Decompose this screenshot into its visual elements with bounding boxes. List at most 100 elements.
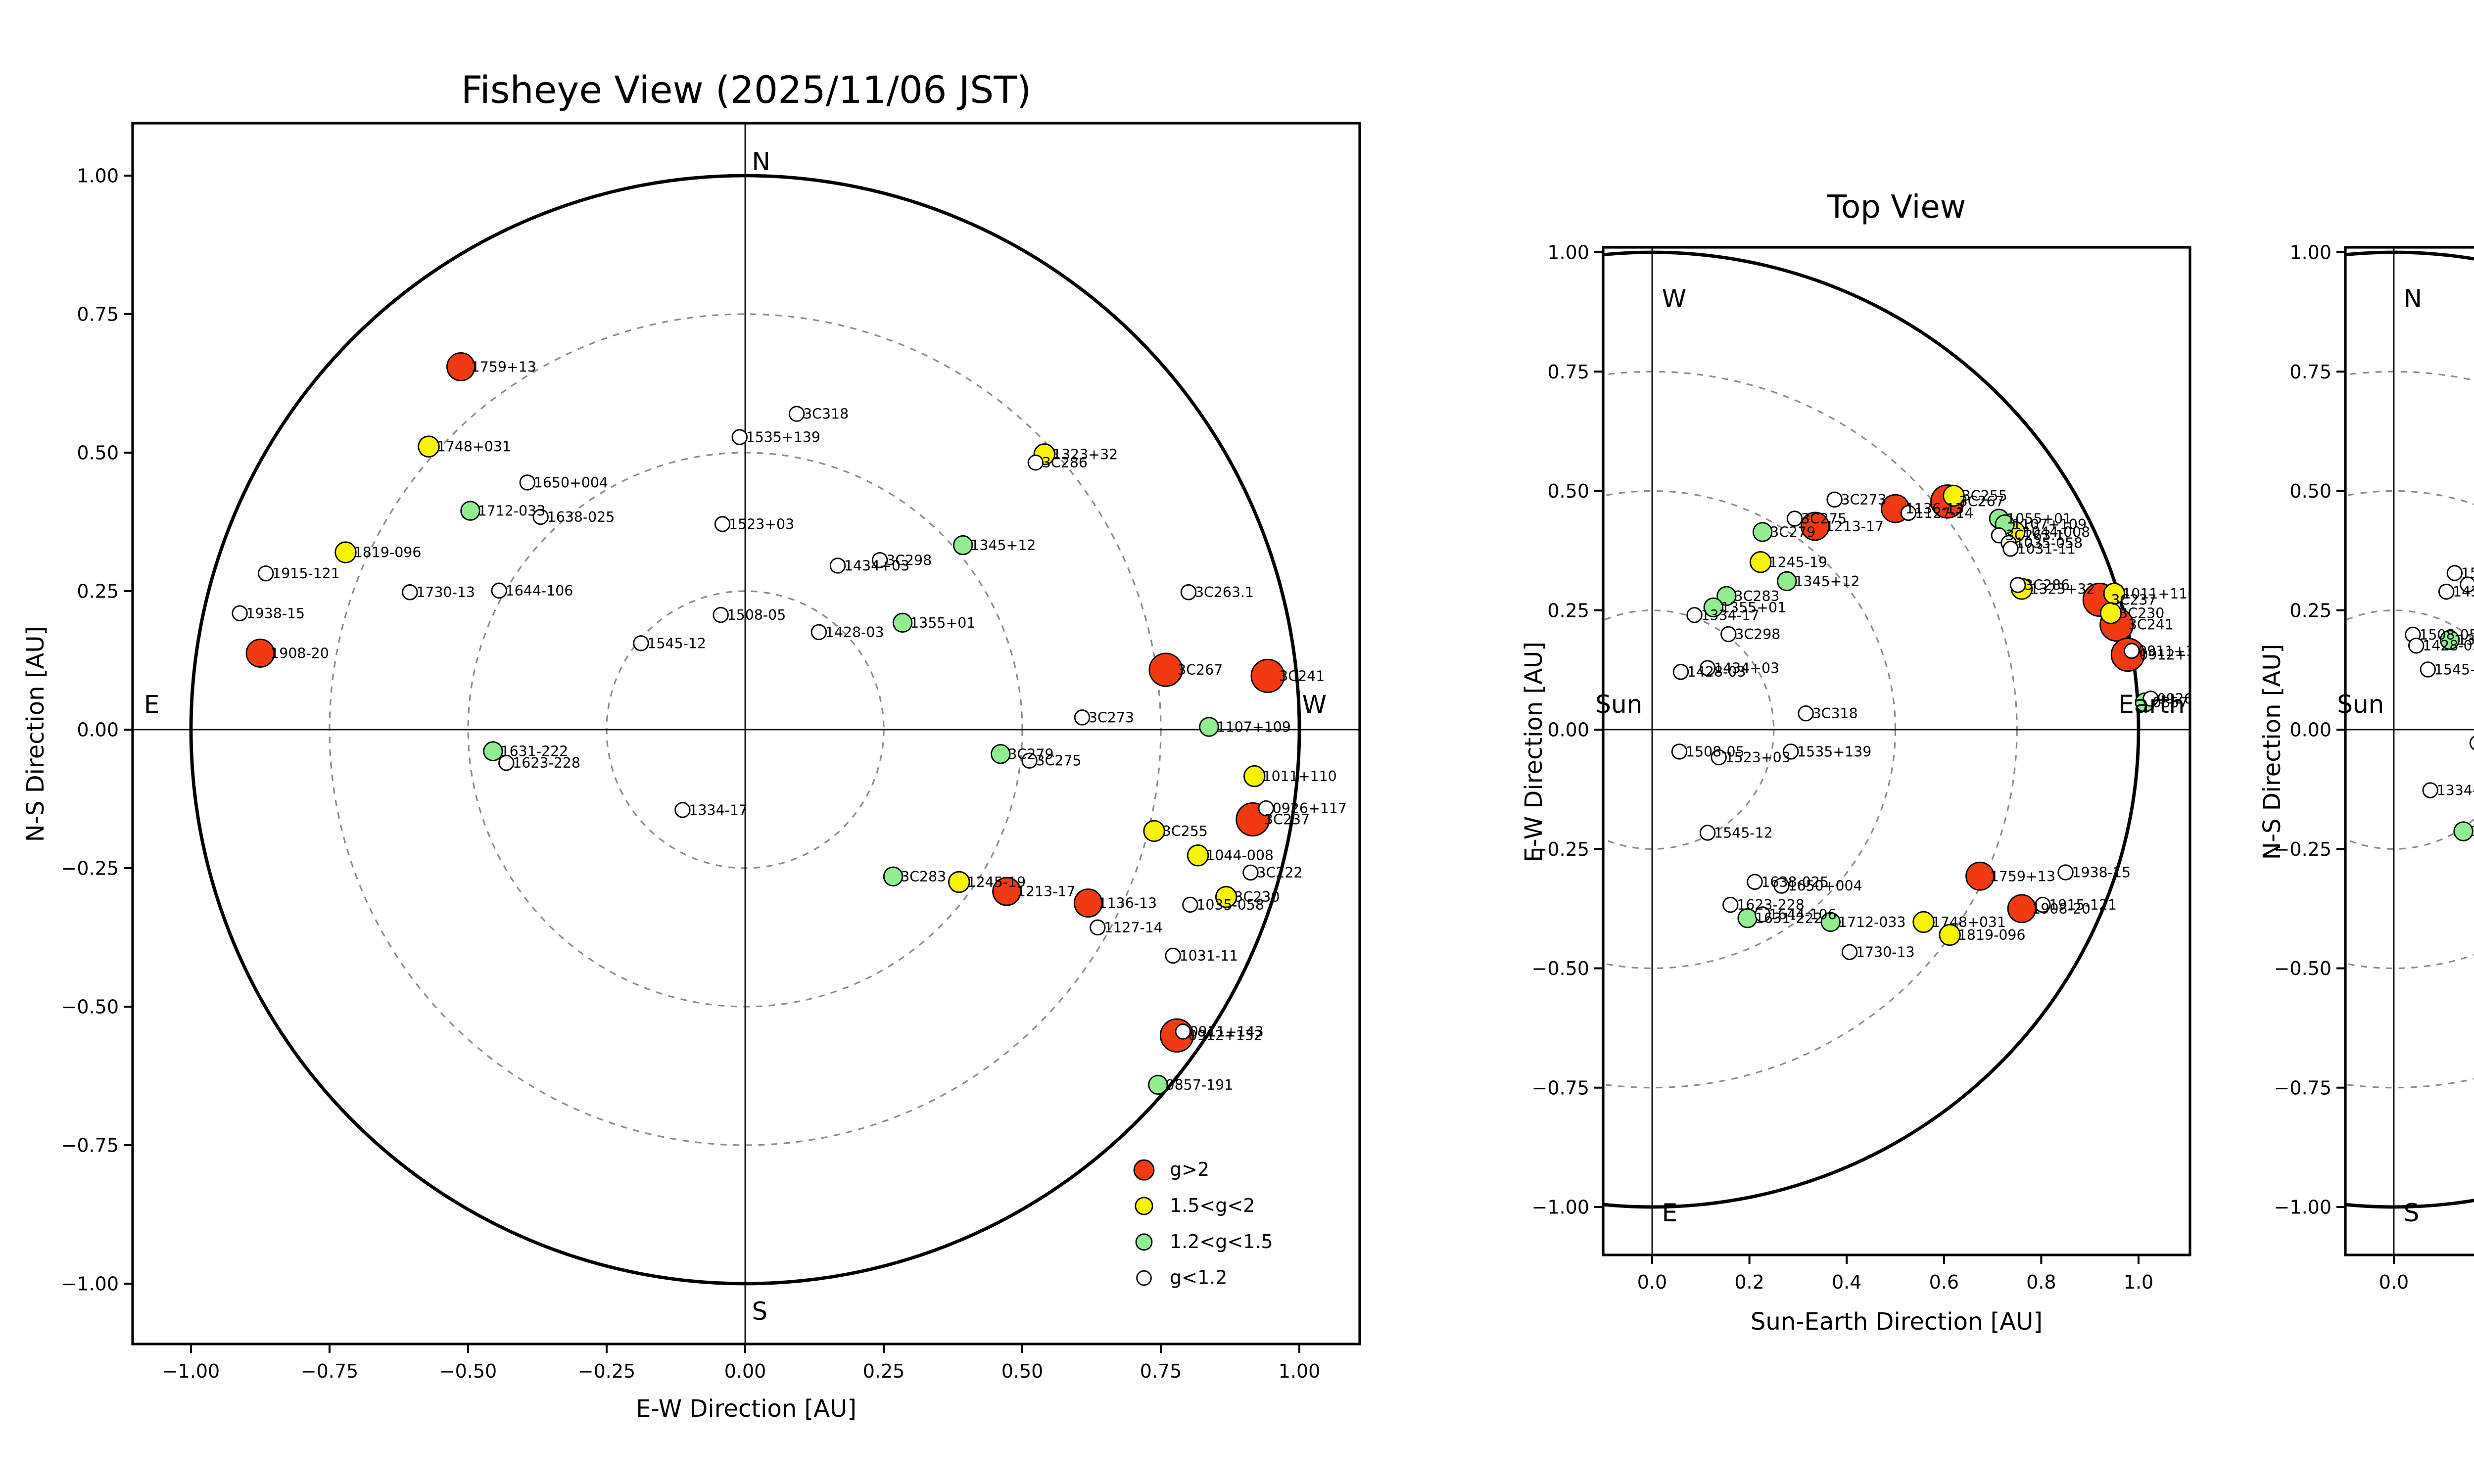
chart-title-top: Top View bbox=[1827, 189, 1966, 226]
point-label: 0857-191 bbox=[1166, 1077, 1234, 1093]
data-point-1759+13 bbox=[1965, 861, 1995, 891]
data-point-3C263.1 bbox=[1180, 584, 1197, 601]
data-point-1434+03 bbox=[1699, 660, 1716, 676]
point-label: 1345+12 bbox=[1794, 573, 1859, 590]
data-point-0926+117 bbox=[1258, 800, 1275, 817]
point-label: 0926+117 bbox=[2157, 691, 2232, 707]
legend-marker-white bbox=[1136, 1270, 1152, 1286]
data-point-0911+143 bbox=[1175, 1023, 1191, 1040]
cardinal-label-N: N bbox=[752, 147, 770, 176]
point-label: 1908-20 bbox=[270, 645, 329, 661]
point-label: 3C237 bbox=[1264, 811, 1310, 828]
point-label: 3C283 bbox=[2471, 824, 2474, 840]
y-tick-label: 1.00 bbox=[1547, 242, 1589, 264]
data-point-1523+03 bbox=[2446, 565, 2463, 581]
point-label: 1644-106 bbox=[1769, 906, 1837, 923]
data-point-1245-19 bbox=[1750, 551, 1772, 573]
point-label: 1508-05 bbox=[2419, 627, 2474, 643]
x-tick-label: 0.75 bbox=[1140, 1360, 1182, 1382]
point-label: 1428-03 bbox=[825, 624, 884, 641]
x-tick-label: 0.50 bbox=[1001, 1360, 1044, 1382]
x-tick-label: 0.6 bbox=[1929, 1271, 1959, 1293]
x-tick-label: −0.75 bbox=[301, 1360, 358, 1382]
y-axis-label: E-W Direction [AU] bbox=[1520, 642, 1548, 862]
data-point-3C230 bbox=[2099, 602, 2122, 624]
data-point-1345+12 bbox=[952, 535, 973, 556]
data-point-3C298 bbox=[871, 552, 888, 568]
data-point-0911+143 bbox=[2124, 643, 2140, 659]
data-point-3C255 bbox=[1143, 820, 1165, 842]
point-label: 1915-121 bbox=[2049, 897, 2117, 913]
point-label: 1127-14 bbox=[1915, 505, 1974, 521]
point-label: 1107+109 bbox=[2012, 516, 2087, 533]
point-label: 3C230 bbox=[2119, 605, 2164, 622]
y-tick-label: 1.00 bbox=[2289, 242, 2331, 264]
point-label: 1127-14 bbox=[1104, 920, 1163, 936]
point-label: 3C318 bbox=[1812, 705, 1858, 722]
data-point-1712-033 bbox=[460, 501, 480, 521]
point-label: 1819-096 bbox=[1958, 927, 2026, 943]
legend-marker-red bbox=[1133, 1159, 1155, 1181]
x-tick-label: 0.25 bbox=[863, 1360, 905, 1382]
data-point-1545-12 bbox=[2420, 661, 2436, 678]
data-point-3C255 bbox=[1943, 484, 1965, 507]
data-point-1213-17 bbox=[992, 877, 1022, 906]
x-tick-label: 0.2 bbox=[1734, 1271, 1764, 1293]
point-label: 3C255 bbox=[1162, 823, 1208, 839]
data-point-3C298 bbox=[1720, 626, 1737, 643]
data-point-1213-17 bbox=[1800, 511, 1830, 541]
point-label: 1434+03 bbox=[844, 557, 909, 574]
data-point-1545-12 bbox=[633, 635, 649, 651]
data-point-1623-228 bbox=[1722, 896, 1739, 913]
point-label: 3C279 bbox=[1770, 524, 1815, 540]
y-axis-label: N-S Direction [AU] bbox=[22, 626, 49, 842]
y-tick-label: 0.50 bbox=[1547, 480, 1589, 502]
point-label: 3C255 bbox=[1962, 488, 2007, 504]
point-label: 3C263.1 bbox=[2005, 527, 2064, 544]
y-tick-label: 0.75 bbox=[2289, 361, 2331, 383]
data-point-3C279 bbox=[1752, 522, 1773, 542]
point-label: 1545-12 bbox=[2434, 661, 2474, 678]
y-tick-label: 0.00 bbox=[1547, 719, 1589, 741]
data-point-1730-13 bbox=[1841, 944, 1858, 960]
point-label: 1011+110 bbox=[2122, 586, 2196, 602]
point-label: 3C283 bbox=[1734, 588, 1780, 604]
data-point-1428-03 bbox=[810, 624, 827, 641]
point-label: 1044-008 bbox=[1206, 847, 1274, 864]
point-label: 1535+139 bbox=[746, 429, 820, 446]
data-point-1355+01 bbox=[892, 612, 913, 633]
y-tick-label: 0.75 bbox=[1547, 361, 1589, 383]
point-label: 1508-05 bbox=[1686, 743, 1745, 760]
point-label: 3C298 bbox=[1735, 626, 1780, 643]
point-label: 0926+117 bbox=[1273, 800, 1347, 817]
point-label: 1136-13 bbox=[1098, 895, 1157, 912]
legend-label: g>2 bbox=[1170, 1159, 1209, 1180]
point-label: 1623-228 bbox=[513, 755, 580, 771]
cardinal-label-S: S bbox=[752, 1297, 767, 1326]
point-label: 1055+01 bbox=[2006, 510, 2072, 527]
x-tick-label: −1.00 bbox=[162, 1360, 220, 1382]
point-label: 1748+031 bbox=[1932, 914, 2006, 930]
data-point-1508-05 bbox=[1671, 743, 1688, 760]
point-label: 1523+03 bbox=[729, 516, 794, 532]
data-point-1819-096 bbox=[1939, 924, 1961, 946]
y-tick-label: −0.25 bbox=[2274, 838, 2331, 860]
data-point-1127-14 bbox=[1090, 919, 1106, 936]
data-point-1523+03 bbox=[1711, 749, 1727, 766]
cardinal-label-W: W bbox=[1302, 690, 1327, 719]
data-point-3C275 bbox=[1786, 510, 1803, 527]
point-label: 3C237 bbox=[2111, 592, 2156, 608]
point-label: 3C286 bbox=[1042, 455, 1088, 471]
data-point-1535+139 bbox=[731, 429, 748, 445]
subplot-side: 1759+133C2671908-203C2413C2370912+132121… bbox=[2258, 242, 2474, 1293]
y-tick-label: 0.25 bbox=[2289, 600, 2331, 621]
chart-title-fisheye: Fisheye View (2025/11/06 JST) bbox=[461, 68, 1032, 112]
point-label: 1712-033 bbox=[478, 503, 546, 519]
data-point-1523+03 bbox=[714, 516, 731, 532]
data-point-1011+110 bbox=[1243, 765, 1266, 788]
x-tick-label: 0.0 bbox=[1637, 1271, 1667, 1293]
point-label: 1908-20 bbox=[2032, 901, 2091, 917]
legend-label: g<1.2 bbox=[1170, 1267, 1227, 1289]
